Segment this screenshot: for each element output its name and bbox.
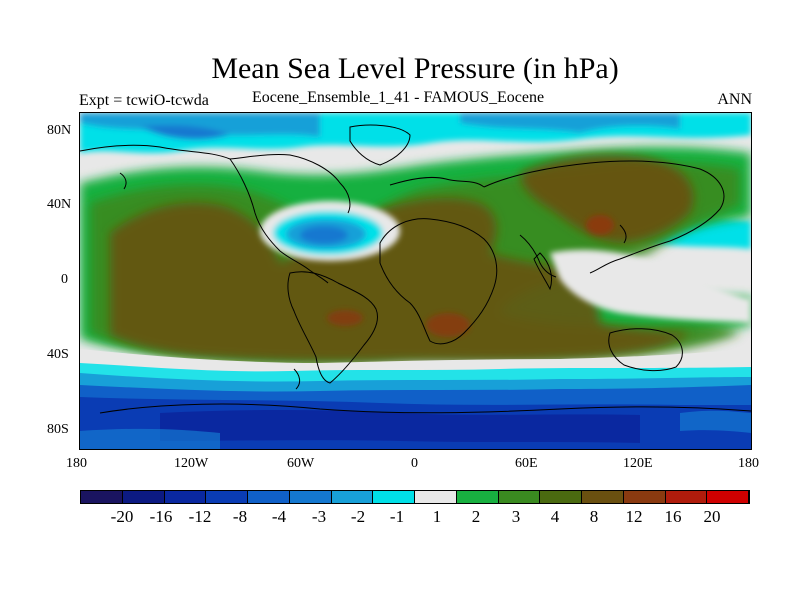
colorbar-swatch-16	[707, 491, 749, 503]
colorbar-swatch-12	[540, 491, 582, 503]
southern-ocean-anomaly	[80, 349, 751, 449]
colorbar-label: 4	[550, 507, 560, 526]
colorbar-swatch-10	[456, 491, 499, 503]
colorbar-swatch-1	[81, 491, 123, 503]
colorbar-swatch-13	[582, 491, 624, 503]
chart-title: Mean Sea Level Pressure (in hPa)	[211, 52, 619, 85]
colorbar-label: -12	[188, 507, 212, 526]
lat-tick-80n: 80N	[47, 123, 72, 138]
colorbar-swatch-8	[373, 491, 415, 503]
lon-tick-180e: 180	[738, 456, 759, 471]
colorbar-label: 8	[589, 507, 599, 526]
lon-tick-60e: 60E	[515, 456, 538, 471]
pressure-field-svg	[80, 113, 751, 449]
lon-tick-180w: 180	[66, 456, 87, 471]
colorbar-label: -8	[232, 507, 248, 526]
colorbar-swatch-11	[498, 491, 541, 503]
strong-positive-anomaly	[327, 215, 614, 337]
colorbar-swatch-3	[164, 491, 207, 503]
colorbar-label: -20	[110, 507, 134, 526]
colorbar-label: 1	[432, 507, 442, 526]
colorbar-label: -3	[311, 507, 327, 526]
lon-tick-120e: 120E	[623, 456, 653, 471]
subtropical-low-anomaly	[260, 201, 400, 261]
colorbar-swatch-5	[248, 491, 290, 503]
lat-tick-40n: 40N	[47, 197, 72, 212]
colorbar-swatch-15	[665, 491, 708, 503]
lon-tick-60w: 60W	[287, 456, 315, 471]
colorbar-label: 2	[471, 507, 481, 526]
pressure-map	[79, 112, 752, 450]
positive-high-anomaly	[110, 154, 694, 362]
colorbar-label: 3	[511, 507, 521, 526]
lat-tick-40s: 40S	[47, 347, 69, 362]
season-label: ANN	[717, 91, 752, 108]
colorbar-label: -16	[149, 507, 173, 526]
experiment-label: Expt = tcwiO-tcwda	[79, 92, 209, 109]
lon-tick-0: 0	[411, 456, 418, 471]
colorbar-swatch-4	[206, 491, 248, 503]
colorbar-label: -4	[271, 507, 287, 526]
colorbar-label: -2	[350, 507, 366, 526]
colorbar-swatch-9	[415, 491, 457, 503]
colorbar-swatch-14	[623, 491, 666, 503]
ensemble-label: Eocene_Ensemble_1_41 - FAMOUS_Eocene	[252, 89, 545, 106]
north-polar-anomaly	[80, 113, 751, 249]
colorbar-label: 12	[625, 507, 643, 526]
lat-tick-0: 0	[61, 272, 68, 287]
colorbar	[80, 490, 750, 504]
colorbar-label: -1	[389, 507, 405, 526]
lon-tick-120w: 120W	[174, 456, 209, 471]
colorbar-swatch-6	[289, 491, 332, 503]
coastlines	[80, 124, 751, 414]
colorbar-swatch-2	[122, 491, 165, 503]
colorbar-label: 16	[664, 507, 682, 526]
colorbar-label: 20	[703, 507, 721, 526]
lat-tick-80s: 80S	[47, 422, 69, 437]
colorbar-swatch-7	[331, 491, 374, 503]
